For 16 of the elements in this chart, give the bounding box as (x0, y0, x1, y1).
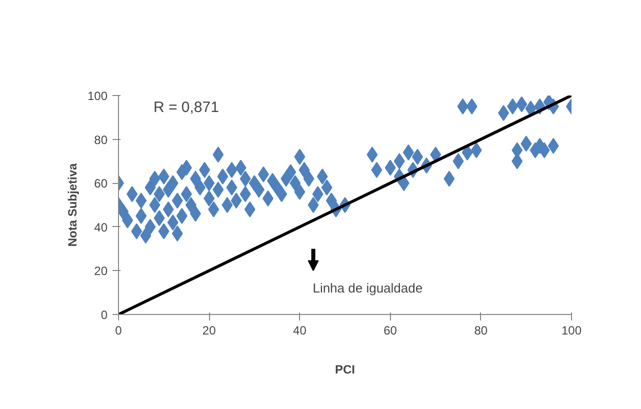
x-tick-label: 100 (561, 324, 582, 338)
x-tick-label: 60 (384, 324, 398, 338)
y-tick-label: 20 (94, 264, 108, 278)
x-axis-title: PCI (335, 362, 356, 376)
y-tick-label: 60 (94, 176, 108, 191)
annotation: R = 0,871 (154, 99, 219, 116)
x-tick-label: 40 (293, 324, 307, 338)
annotation: Linha de igualdade (312, 280, 423, 296)
x-tick-label: 20 (202, 324, 216, 338)
y-tick-label: 100 (87, 89, 108, 103)
x-tick-label: 0 (115, 324, 122, 338)
y-axis-title: Nota Subjetiva (65, 163, 80, 247)
y-tick-label: 0 (100, 308, 108, 322)
x-tick-label: 80 (474, 324, 488, 338)
y-tick-label: 40 (94, 220, 108, 234)
y-tick-label: 80 (94, 132, 108, 147)
